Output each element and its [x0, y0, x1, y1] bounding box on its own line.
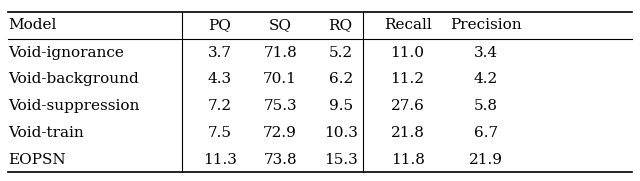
Text: 11.0: 11.0: [390, 46, 424, 60]
Text: 73.8: 73.8: [264, 153, 297, 167]
Text: Void-suppression: Void-suppression: [8, 99, 139, 113]
Text: 21.8: 21.8: [390, 126, 424, 140]
Text: Recall: Recall: [384, 18, 431, 32]
Text: 72.9: 72.9: [263, 126, 297, 140]
Text: 10.3: 10.3: [324, 126, 358, 140]
Text: Model: Model: [8, 18, 56, 32]
Text: 71.8: 71.8: [263, 46, 297, 60]
Text: 21.9: 21.9: [468, 153, 502, 167]
Text: Void-ignorance: Void-ignorance: [8, 46, 124, 60]
Text: 7.5: 7.5: [207, 126, 232, 140]
Text: EOPSN: EOPSN: [8, 153, 65, 167]
Text: 15.3: 15.3: [324, 153, 358, 167]
Text: 70.1: 70.1: [263, 72, 297, 87]
Text: 11.3: 11.3: [203, 153, 237, 167]
Text: 11.2: 11.2: [390, 72, 424, 87]
Text: 5.8: 5.8: [474, 99, 498, 113]
Text: 3.7: 3.7: [207, 46, 232, 60]
Text: 5.2: 5.2: [329, 46, 353, 60]
Text: RQ: RQ: [329, 18, 353, 32]
Text: 27.6: 27.6: [390, 99, 424, 113]
Text: 9.5: 9.5: [329, 99, 353, 113]
Text: 4.2: 4.2: [474, 72, 498, 87]
Text: 7.2: 7.2: [207, 99, 232, 113]
Text: Void-background: Void-background: [8, 72, 138, 87]
Text: SQ: SQ: [269, 18, 292, 32]
Text: 3.4: 3.4: [474, 46, 498, 60]
Text: 6.7: 6.7: [474, 126, 498, 140]
Text: 6.2: 6.2: [328, 72, 353, 87]
Text: 75.3: 75.3: [264, 99, 297, 113]
Text: Precision: Precision: [450, 18, 522, 32]
Text: 11.8: 11.8: [390, 153, 424, 167]
Text: PQ: PQ: [208, 18, 231, 32]
Text: 4.3: 4.3: [207, 72, 232, 87]
Text: Void-train: Void-train: [8, 126, 83, 140]
